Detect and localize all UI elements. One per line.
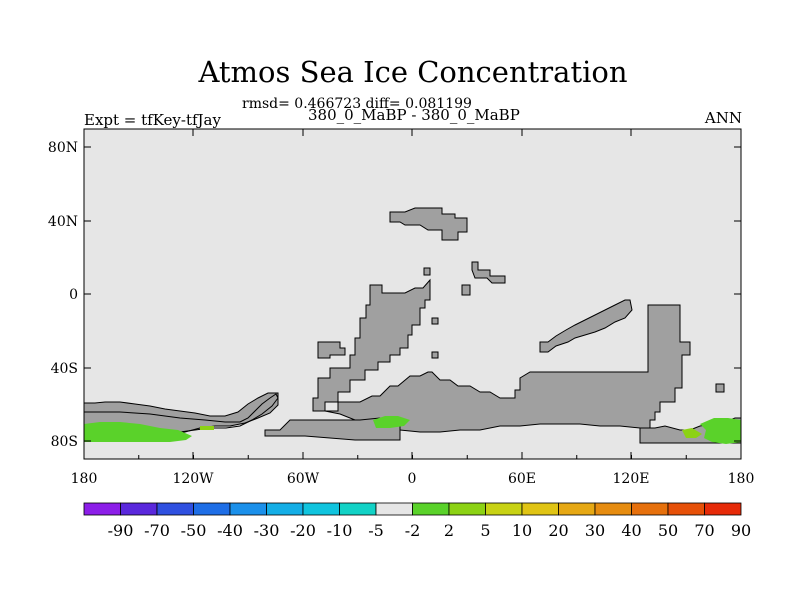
- lon-tick-label: 0: [408, 471, 417, 487]
- colorbar-swatch: [193, 502, 231, 516]
- lat-tick-label: 80S: [51, 434, 78, 450]
- colorbar-swatch: [667, 502, 705, 516]
- land-small-isle-1: [461, 284, 471, 296]
- lon-tick-label: 120W: [172, 471, 214, 487]
- lon-tick-label: 180: [71, 471, 98, 487]
- colorbar-label: 70: [694, 521, 714, 540]
- land-africa-eurasia: [324, 304, 691, 433]
- land-small-isle-2: [423, 267, 431, 276]
- colorbar-swatch: [704, 502, 742, 516]
- axis-tick-marks: [83, 129, 742, 459]
- colorbar-label: 90: [731, 521, 751, 540]
- colorbar-swatch: [412, 502, 450, 516]
- colorbar-label: 50: [658, 521, 678, 540]
- colorbar-label: 10: [512, 521, 532, 540]
- colorbar-swatch: [375, 502, 413, 516]
- lat-tick-label: 40S: [51, 361, 78, 377]
- longitude-labels: 180 120W 60W 0 60E 120E 180: [71, 471, 755, 487]
- anomaly-patch-south-pacific: [84, 422, 192, 442]
- colorbar-label: 2: [444, 521, 454, 540]
- colorbar-label: -20: [290, 521, 316, 540]
- colorbar-label: 30: [585, 521, 605, 540]
- colorbar-swatch: [521, 502, 559, 516]
- colorbar-labels: -90 -70 -50 -40 -30 -20 -10 -5 -2 2 5 10 20 30 40 50 70 9…: [108, 521, 752, 540]
- colorbar-label: -90: [108, 521, 134, 540]
- anomaly-patch-east-2: [700, 418, 741, 444]
- colorbar-swatch: [83, 502, 121, 516]
- stats-label: rmsd= 0.466723 diff= 0.081199: [242, 96, 472, 112]
- land-small-isle-5: [715, 383, 725, 393]
- colorbar-swatch: [594, 502, 632, 516]
- lon-tick-label: 60E: [508, 471, 536, 487]
- lon-tick-label: 60W: [287, 471, 320, 487]
- colorbar-label: -50: [181, 521, 207, 540]
- land-island-arc: [539, 299, 633, 353]
- season-label: ANN: [704, 109, 742, 127]
- land-asian-peninsula: [471, 261, 506, 284]
- anomaly-patches: [84, 416, 741, 444]
- lon-tick-label: 120E: [613, 471, 650, 487]
- land-northern-island: [389, 207, 468, 241]
- colorbar-swatch: [558, 502, 596, 516]
- colorbar-label: 40: [621, 521, 641, 540]
- colorbar-label: -2: [405, 521, 421, 540]
- colorbar-label: -5: [368, 521, 384, 540]
- plot-title: Atmos Sea Ice Concentration: [198, 55, 628, 89]
- colorbar-swatch: [229, 502, 267, 516]
- plot-subtitle: 380_0_MaBP - 380_0_MaBP: [308, 106, 520, 124]
- colorbar-swatch: [156, 502, 194, 516]
- colorbar-swatch: [302, 502, 340, 516]
- experiment-label: Expt = tfKey-tfJay: [84, 111, 221, 129]
- land-north-america: [312, 278, 431, 412]
- colorbar-swatch: [120, 502, 158, 516]
- lat-tick-label: 40N: [48, 214, 78, 230]
- anomaly-patch-east-1: [682, 428, 702, 438]
- anomaly-patch-small-1: [200, 426, 214, 430]
- colorbar-swatch: [448, 502, 486, 516]
- colorbar-swatch: [339, 502, 377, 516]
- colorbar-swatch: [485, 502, 523, 516]
- colorbar-swatch: [266, 502, 304, 516]
- land-western-island: [317, 341, 346, 359]
- latitude-labels: 80N 40N 0 40S 80S: [48, 140, 78, 450]
- land-small-isle-4: [431, 351, 439, 359]
- colorbar-label: -40: [217, 521, 243, 540]
- lat-tick-label: 80N: [48, 140, 78, 156]
- lat-tick-label: 0: [69, 287, 78, 303]
- colorbar-swatch: [631, 502, 669, 516]
- land-small-isle-3: [431, 317, 439, 325]
- lon-tick-label: 180: [728, 471, 755, 487]
- colorbar-label: -10: [327, 521, 353, 540]
- colorbar-label: 5: [480, 521, 490, 540]
- colorbar-label: -70: [144, 521, 170, 540]
- colorbar: [83, 502, 742, 516]
- anomaly-patch-atlantic: [373, 416, 410, 428]
- colorbar-label: 20: [548, 521, 568, 540]
- colorbar-label: -30: [254, 521, 280, 540]
